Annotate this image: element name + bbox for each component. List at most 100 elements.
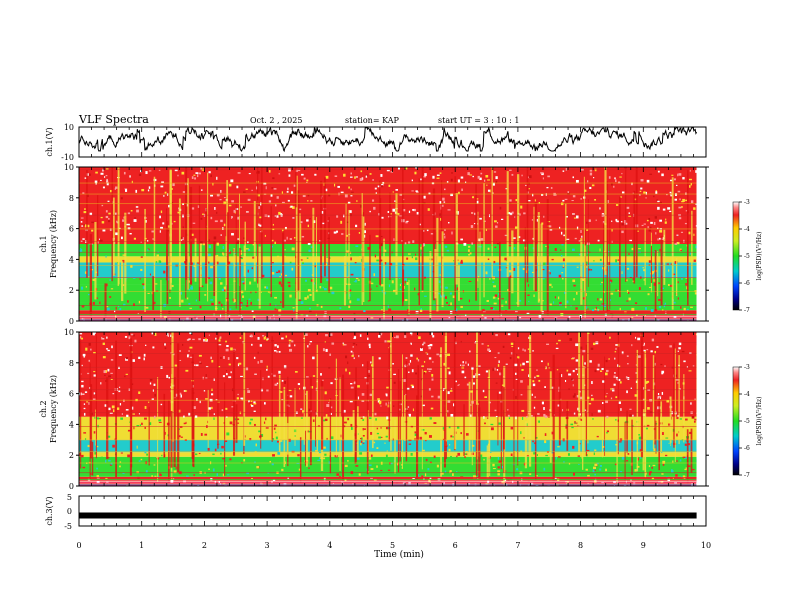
spectrum-speckle [423, 361, 426, 363]
spectrum-speckle [536, 219, 538, 222]
spectrum-speckle [386, 386, 390, 389]
spectrum-speckle [487, 247, 490, 250]
spectrum-speckle [139, 278, 141, 280]
spectrum-speckle [544, 440, 547, 444]
colorbar-tick-label: -4 [744, 391, 750, 398]
spectrum-speckle [104, 404, 108, 407]
spectrum-speckle [192, 222, 196, 224]
spectrum-speckle [574, 421, 576, 424]
spectrum-speckle [459, 297, 463, 300]
spectrum-speckle [658, 282, 660, 285]
spectrum-streak [148, 406, 150, 466]
spectrum-speckle [680, 306, 682, 309]
spectrum-speckle [347, 201, 351, 204]
spectrum-streak [486, 445, 489, 479]
spectrum-speckle [105, 348, 109, 350]
spectrum-speckle [118, 386, 121, 388]
spectrum-speckle [447, 410, 449, 413]
spectrum-streak [587, 332, 589, 444]
spectrum-speckle [145, 171, 148, 175]
spectrum-speckle [255, 186, 258, 190]
spectrum-streak [479, 231, 481, 311]
spectrum-speckle [639, 449, 642, 452]
spectrum-speckle [167, 335, 169, 337]
spectrum-speckle [101, 221, 105, 224]
spectrum-speckle [264, 286, 267, 289]
spectrum-speckle [442, 438, 445, 441]
spectrum-speckle [527, 284, 529, 287]
spectrum-speckle [350, 191, 354, 193]
spectrum-speckle [306, 179, 309, 182]
spectrum-speckle [689, 185, 691, 188]
spectrum-speckle [204, 433, 208, 436]
spectrum-speckle [216, 254, 219, 258]
spectrum-streak [235, 404, 238, 443]
spectrum-streak [383, 238, 385, 320]
spectrum-streak [565, 203, 567, 309]
spectrum-speckle [180, 394, 182, 398]
spectrum-speckle [272, 228, 275, 231]
spectrum-speckle [601, 402, 604, 405]
spectrum-speckle [222, 473, 225, 477]
spectrum-speckle [438, 280, 441, 284]
spectrum-speckle [599, 258, 602, 261]
spectrum-speckle [228, 376, 232, 379]
spectrum-speckle [606, 392, 608, 394]
spectrum-speckle [274, 308, 277, 311]
spectrum-speckle [122, 259, 126, 263]
spectrum-speckle [605, 369, 609, 372]
spectrum-speckle [317, 425, 320, 427]
spectrum-speckle [101, 204, 104, 207]
spectrum-speckle [254, 461, 256, 464]
spectrum-speckle [344, 479, 347, 482]
spectrum-speckle [690, 200, 694, 204]
spectrum-speckle [195, 299, 197, 302]
spectrum-speckle [631, 344, 633, 347]
spectrum-speckle [620, 408, 622, 411]
spectrum-speckle [360, 417, 363, 419]
spectrum-narrowband [79, 241, 697, 243]
spectrum-speckle [685, 418, 688, 421]
spectrum-speckle [385, 454, 388, 458]
spectrum-speckle [380, 174, 383, 177]
spectrum-speckle [456, 455, 458, 458]
spectrum-speckle [144, 426, 146, 429]
spectrum-speckle [340, 434, 342, 438]
spectrum-speckle [289, 238, 292, 240]
ch3-voltage-panel: 5 0 -5 ch.3(V) [45, 493, 707, 531]
spectrum-speckle [264, 417, 267, 421]
spectrum-speckle [484, 422, 486, 425]
spectrum-speckle [179, 350, 181, 352]
spectrum-speckle [626, 300, 629, 302]
spectrum-speckle [467, 172, 470, 176]
spectrum-speckle [245, 188, 248, 190]
spectrum-speckle [373, 441, 376, 444]
spectrum-speckle [681, 200, 684, 203]
spectrum-speckle [271, 480, 273, 483]
spectrum-speckle [589, 169, 593, 172]
spectrum-speckle [225, 370, 228, 372]
spectrum-speckle [237, 363, 240, 367]
spectrum-speckle [651, 338, 655, 342]
spectrum-speckle [237, 418, 240, 421]
spectrum-speckle [152, 238, 155, 240]
spectrum-speckle [298, 468, 301, 471]
spectrum-band [79, 452, 697, 457]
spectrum-speckle [615, 443, 618, 446]
spectrum-speckle [415, 257, 418, 261]
spectrum-speckle [385, 402, 387, 406]
ch1-spectrogram-image [79, 167, 706, 321]
spectrum-speckle [320, 373, 322, 376]
spectrum-speckle [80, 337, 84, 340]
spectrum-speckle [119, 461, 122, 463]
spectrum-speckle [618, 401, 621, 404]
spectrum-speckle [528, 188, 531, 190]
spectrum-streak [644, 350, 647, 478]
ch3-ytick-bottom: -5 [64, 522, 72, 531]
spectrum-streak [657, 251, 659, 297]
spectrum-speckle [263, 182, 267, 185]
spectrum-streak [207, 389, 209, 448]
spectrum-speckle [253, 356, 256, 359]
spectrum-speckle [285, 443, 288, 447]
spectrum-speckle [198, 172, 201, 175]
